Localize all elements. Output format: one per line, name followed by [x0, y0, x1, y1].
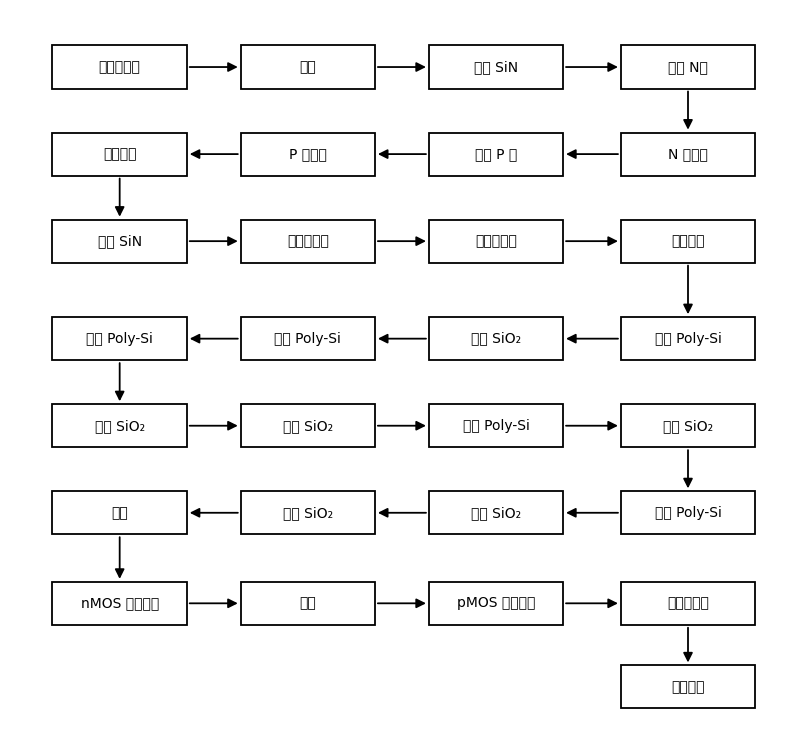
Text: 刻㓽 SiO₂: 刻㓽 SiO₂ [663, 419, 713, 433]
FancyBboxPatch shape [53, 132, 187, 175]
Text: 淠积 SiO₂: 淠积 SiO₂ [94, 419, 145, 433]
FancyBboxPatch shape [621, 220, 755, 263]
Text: pMOS 源漏注入: pMOS 源漏注入 [457, 596, 535, 610]
Text: 刻㓽 Poly-Si: 刻㓽 Poly-Si [654, 505, 722, 519]
Text: 淠积 SiN: 淠积 SiN [474, 60, 518, 74]
FancyBboxPatch shape [621, 132, 755, 175]
FancyBboxPatch shape [241, 45, 375, 89]
Text: 光刻: 光刻 [111, 505, 128, 519]
Text: P 阱注入: P 阱注入 [289, 147, 326, 161]
Text: 淠积 Poly-Si: 淠积 Poly-Si [654, 332, 722, 346]
FancyBboxPatch shape [429, 317, 563, 360]
FancyBboxPatch shape [621, 45, 755, 89]
Text: 刻㓽 Poly-Si: 刻㓽 Poly-Si [462, 419, 530, 433]
FancyBboxPatch shape [53, 491, 187, 534]
Text: 光刻 N阱: 光刻 N阱 [668, 60, 708, 74]
FancyBboxPatch shape [621, 404, 755, 447]
FancyBboxPatch shape [241, 220, 375, 263]
Text: 淠积 SiO₂: 淠积 SiO₂ [471, 332, 521, 346]
Text: 氧化: 氧化 [299, 60, 316, 74]
Text: 光刻引线: 光刻引线 [671, 680, 705, 694]
FancyBboxPatch shape [429, 491, 563, 534]
Text: 光刻 P 阱: 光刻 P 阱 [475, 147, 517, 161]
FancyBboxPatch shape [241, 404, 375, 447]
Text: 淠积 SiO₂: 淠积 SiO₂ [471, 505, 521, 519]
Text: 双阱推进: 双阱推进 [103, 147, 137, 161]
FancyBboxPatch shape [429, 582, 563, 625]
FancyBboxPatch shape [241, 491, 375, 534]
Text: 光刻隔离区: 光刻隔离区 [287, 234, 329, 248]
FancyBboxPatch shape [429, 404, 563, 447]
FancyBboxPatch shape [429, 220, 563, 263]
FancyBboxPatch shape [241, 132, 375, 175]
FancyBboxPatch shape [621, 582, 755, 625]
FancyBboxPatch shape [53, 220, 187, 263]
FancyBboxPatch shape [621, 317, 755, 360]
Text: 淠积 Poly-Si: 淠积 Poly-Si [274, 332, 342, 346]
FancyBboxPatch shape [53, 582, 187, 625]
Text: 选择衬底片: 选择衬底片 [98, 60, 141, 74]
FancyBboxPatch shape [429, 132, 563, 175]
Text: 光刻: 光刻 [299, 596, 316, 610]
FancyBboxPatch shape [53, 45, 187, 89]
FancyBboxPatch shape [53, 404, 187, 447]
Text: nMOS 源漏注入: nMOS 源漏注入 [81, 596, 159, 610]
FancyBboxPatch shape [429, 45, 563, 89]
Text: N 阱注入: N 阱注入 [668, 147, 708, 161]
Text: 光刻 Poly-Si: 光刻 Poly-Si [86, 332, 153, 346]
FancyBboxPatch shape [621, 665, 755, 708]
Text: 刻㓽 SiO₂: 刻㓽 SiO₂ [282, 505, 333, 519]
Text: 光刻引线孔: 光刻引线孔 [667, 596, 709, 610]
FancyBboxPatch shape [241, 317, 375, 360]
Text: 薄栅氧化: 薄栅氧化 [671, 234, 705, 248]
FancyBboxPatch shape [621, 491, 755, 534]
FancyBboxPatch shape [53, 317, 187, 360]
Text: 局部场氧化: 局部场氧化 [475, 234, 517, 248]
FancyBboxPatch shape [241, 582, 375, 625]
Text: 刻㓽 SiO₂: 刻㓽 SiO₂ [282, 419, 333, 433]
Text: 淠积 SiN: 淠积 SiN [98, 234, 142, 248]
